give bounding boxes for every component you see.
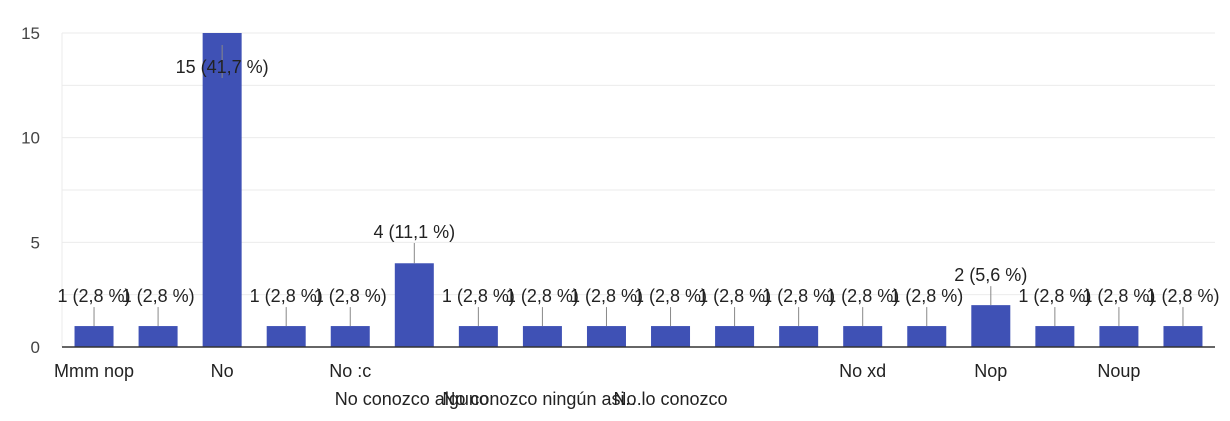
data-label: 2 (5,6 %) <box>954 265 1027 285</box>
bars <box>74 33 1203 347</box>
bar <box>202 33 242 347</box>
data-label: 1 (2,8 %) <box>1018 286 1091 306</box>
data-label: 1 (2,8 %) <box>314 286 387 306</box>
bar <box>138 326 178 347</box>
bar <box>779 326 819 347</box>
bar <box>843 326 883 347</box>
x-category-label: Mmm nop <box>54 361 134 381</box>
bar <box>394 263 434 347</box>
bar <box>458 326 498 347</box>
bar <box>1163 326 1203 347</box>
data-labels: 1 (2,8 %)1 (2,8 %)15 (41,7 %)1 (2,8 %)1 … <box>58 45 1219 327</box>
bar <box>651 326 691 347</box>
bar <box>586 326 626 347</box>
data-label: 1 (2,8 %) <box>826 286 899 306</box>
data-label: 1 (2,8 %) <box>506 286 579 306</box>
y-axis-tick-labels: 0 5 10 15 <box>21 24 40 357</box>
bar <box>522 326 562 347</box>
x-category-label: No conozco ningún asi… <box>442 389 642 409</box>
bar <box>1035 326 1075 347</box>
data-label: 1 (2,8 %) <box>890 286 963 306</box>
bar <box>74 326 114 347</box>
data-label: 4 (11,1 %) <box>373 222 455 242</box>
x-category-label: Noup <box>1097 361 1140 381</box>
x-category-label: No conozco alguno. <box>335 389 494 409</box>
data-label: 1 (2,8 %) <box>250 286 323 306</box>
x-category-label: No <box>211 361 234 381</box>
bar <box>1099 326 1139 347</box>
data-label: 15 (41,7 %) <box>176 57 269 77</box>
data-label: 1 (2,8 %) <box>1082 286 1155 306</box>
data-label: 1 (2,8 %) <box>698 286 771 306</box>
y-tick-label: 0 <box>31 338 40 357</box>
x-axis-category-labels: Mmm nop No No :c No conozco alguno.No conoz… <box>54 361 1140 409</box>
data-label: 1 (2,8 %) <box>634 286 707 306</box>
y-tick-label: 5 <box>31 233 40 252</box>
y-tick-label: 15 <box>21 24 40 43</box>
data-label: 1 (2,8 %) <box>58 286 131 306</box>
x-category-label: No :c <box>329 361 371 381</box>
data-label: 1 (2,8 %) <box>442 286 515 306</box>
bar <box>971 305 1011 347</box>
x-category-label: No xd <box>839 361 886 381</box>
bar <box>907 326 947 347</box>
data-label: 1 (2,8 %) <box>1146 286 1219 306</box>
bar <box>330 326 370 347</box>
bar <box>266 326 306 347</box>
y-tick-label: 10 <box>21 129 40 148</box>
data-label: 1 (2,8 %) <box>570 286 643 306</box>
data-label: 1 (2,8 %) <box>762 286 835 306</box>
gridlines <box>61 32 1215 347</box>
bar <box>715 326 755 347</box>
data-label: 1 (2,8 %) <box>122 286 195 306</box>
x-category-label: No lo conozco <box>613 389 727 409</box>
x-category-label: Nop <box>974 361 1007 381</box>
